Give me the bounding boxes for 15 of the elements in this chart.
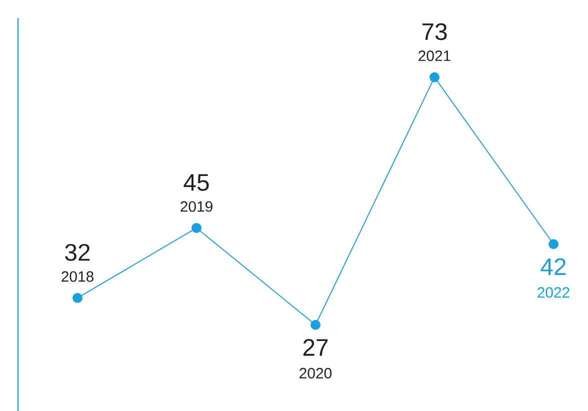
x-tick-label: 2021 bbox=[418, 50, 450, 62]
x-tick-label: 2019 bbox=[180, 201, 212, 212]
point bbox=[72, 292, 82, 303]
x-tick-label: 2020 bbox=[300, 368, 332, 378]
point bbox=[192, 222, 202, 233]
data-label: 73 bbox=[422, 23, 447, 40]
x-tick-label: 2022 bbox=[538, 287, 570, 298]
point bbox=[548, 239, 558, 250]
data-label: 45 bbox=[184, 174, 209, 191]
data-label: 42 bbox=[540, 258, 566, 275]
data-label: 32 bbox=[65, 244, 90, 261]
point bbox=[430, 72, 440, 82]
point bbox=[310, 320, 320, 330]
x-tick-label: 2018 bbox=[62, 271, 94, 282]
data-label: 27 bbox=[303, 339, 328, 356]
